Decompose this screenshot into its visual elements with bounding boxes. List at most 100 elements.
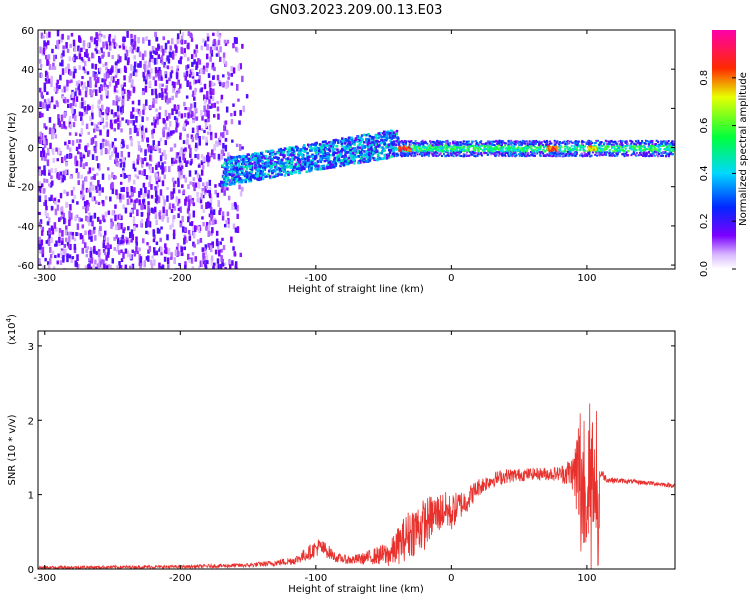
spectrogram-cell — [60, 54, 63, 59]
spectrogram-cell — [123, 75, 126, 81]
spectrogram-cell — [157, 140, 161, 146]
spectrogram-cell — [645, 153, 648, 156]
spectrogram-cell — [106, 85, 109, 89]
spectrogram-cell — [225, 219, 229, 225]
spectrogram-cell — [176, 65, 180, 69]
spectrogram-cell — [101, 111, 105, 116]
spectrogram-cell — [81, 184, 85, 191]
spectrogram-cell — [113, 236, 116, 241]
spectrogram-cell — [106, 237, 110, 243]
spectrogram-cell — [333, 158, 336, 162]
spectrogram-cell — [204, 111, 207, 117]
spectrogram-cell — [567, 152, 570, 155]
spectrogram-cell — [283, 147, 287, 150]
spectrogram-cell — [670, 142, 673, 145]
spectrogram-cell — [108, 143, 112, 151]
spectrogram-cell — [507, 150, 510, 153]
spectrogram-cell — [206, 35, 210, 42]
spectrogram-cell — [263, 156, 267, 160]
spectrogram-cell — [53, 128, 57, 133]
spectrogram-cell — [242, 158, 245, 161]
spectrogram-cell — [234, 168, 237, 172]
spectrogram-cell — [46, 40, 50, 46]
spectrogram-cell — [344, 147, 348, 150]
spectrogram-cell — [350, 136, 353, 140]
spectrogram-cell — [322, 151, 325, 155]
spectrogram-cell — [433, 141, 436, 144]
spectrogram-cell — [346, 151, 349, 154]
spectrogram-cell — [246, 162, 250, 165]
spectrogram-cell — [311, 160, 314, 163]
spectrogram-cell — [143, 63, 146, 70]
spectrogram-cell — [339, 153, 342, 157]
spectrogram-cell — [141, 199, 145, 206]
spectrogram-cell — [208, 99, 211, 104]
spectrogram-cell — [80, 97, 84, 102]
spectrogram-cell — [388, 156, 391, 159]
spectrogram-cell — [436, 139, 439, 142]
spectrogram-cell — [233, 37, 237, 44]
spectrogram-cell — [314, 164, 317, 168]
spectrogram-cell — [172, 203, 175, 209]
spectrogram-cell — [608, 140, 611, 143]
spectrogram-cell — [608, 148, 611, 151]
spectrogram-cell — [205, 67, 209, 73]
spectrogram-cell — [294, 171, 297, 174]
spectrogram-cell — [250, 166, 254, 170]
spectrogram-cell — [510, 139, 513, 142]
spectrogram-cell — [190, 54, 194, 59]
spectrogram-cell — [42, 137, 46, 145]
spectrogram-cell — [314, 156, 318, 159]
spectrogram-cell — [260, 172, 264, 175]
spectrogram-cell — [102, 51, 105, 57]
spectrogram-cell — [171, 54, 175, 60]
spectrogram-cell — [492, 147, 495, 150]
spectrogram-cell — [72, 111, 76, 116]
spectrogram-cell — [667, 148, 670, 151]
spectrogram-cell — [237, 98, 240, 102]
spectrogram-cell — [225, 175, 228, 178]
spectrogram-cell — [151, 46, 155, 53]
spectrogram-cell — [218, 137, 221, 145]
spectrogram-cell — [477, 142, 480, 145]
spectrogram-cell — [164, 243, 167, 249]
spectrogram-cell — [75, 168, 79, 174]
spectrogram-cell — [528, 154, 531, 157]
spectrogram-cell — [367, 148, 371, 151]
spectrogram-cell — [468, 145, 471, 148]
spectrogram-cell — [150, 194, 154, 199]
spectrogram-cell — [379, 157, 382, 161]
spectrogram-cell — [46, 60, 50, 65]
spectrogram-cell — [102, 240, 106, 245]
spectrogram-cell — [597, 146, 600, 149]
spectrogram-cell — [163, 199, 166, 206]
spectrogram-cell — [76, 232, 80, 236]
spectrogram-cell — [118, 45, 122, 49]
spectrogram-cell — [455, 146, 458, 149]
spectrogram-cell — [190, 114, 193, 118]
spectrogram-cell — [62, 96, 65, 101]
spectrogram-cell — [91, 154, 95, 160]
spectrogram-cell — [419, 145, 422, 148]
spectrogram-cell — [126, 144, 129, 149]
spectrogram-cell — [256, 177, 260, 181]
spectrogram-cell — [168, 51, 172, 58]
spectrogram-cell — [164, 71, 168, 79]
spectrogram-cell — [135, 48, 138, 53]
spectrogram-cell — [209, 46, 213, 54]
spectrogram-cell — [106, 252, 110, 258]
spectrogram-cell — [667, 146, 670, 149]
spectrogram-cell — [369, 142, 372, 146]
spectrogram-cell — [358, 146, 362, 149]
spectrogram-cell — [167, 58, 171, 64]
spectrogram-cell — [157, 54, 161, 60]
spectrogram-cell — [210, 210, 213, 217]
spectrogram-cell — [155, 108, 158, 112]
spectrogram-cell — [43, 99, 47, 103]
spectrogram-cell — [148, 39, 151, 46]
spectrogram-cell — [54, 255, 57, 259]
spectrogram-cell — [151, 122, 154, 126]
spectrogram-cell — [129, 119, 133, 124]
spectrogram-cell — [211, 227, 214, 234]
spectrogram-cell — [82, 43, 86, 50]
